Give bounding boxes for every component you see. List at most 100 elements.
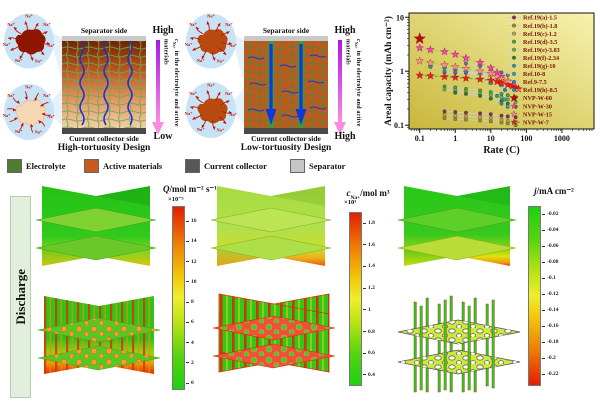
- svg-text:Na⁺: Na⁺: [185, 111, 193, 116]
- current-density-colorbar-ticks: -0.02 -0.04 -0.06 -0.08 -0.1 -0.12 -0.14 -0.16-…: [542, 206, 572, 384]
- flux-high-tortuosity-3d: [35, 186, 157, 266]
- flux-colorbar-ticks: 16 14 12 10 8 6 4 2 0: [186, 206, 216, 388]
- inset-particle-releasing-ions: Na⁺ Na⁺ Na⁺ Na⁺ Na⁺ Na⁺ Na⁺: [3, 13, 55, 69]
- svg-text:100: 100: [520, 134, 532, 143]
- svg-text:Na⁺: Na⁺: [3, 113, 11, 118]
- svg-text:Na⁺: Na⁺: [229, 43, 237, 48]
- inset-particle-absorbing-ions: Na⁺ Na⁺ Na⁺ Na⁺ Na⁺ Na⁺ Na⁺: [3, 84, 55, 140]
- svg-text:NVP-W-15: NVP-W-15: [523, 111, 552, 118]
- concentration-low-tortuosity-3d: [212, 293, 336, 373]
- svg-text:1: 1: [400, 67, 404, 76]
- low-tortuosity-electrode: [244, 36, 328, 134]
- svg-text:1000: 1000: [554, 134, 570, 143]
- svg-text:Ref.10-8: Ref.10-8: [523, 71, 545, 78]
- legend-current-collector: Current collector: [185, 159, 267, 173]
- svg-text:Ref.19(b)-1.8: Ref.19(b)-1.8: [523, 23, 557, 30]
- svg-text:Ref.19(g)-10: Ref.19(g)-10: [523, 63, 555, 70]
- svg-text:Na⁺: Na⁺: [225, 91, 233, 96]
- svg-text:NVP-W-30: NVP-W-30: [523, 103, 552, 110]
- svg-text:Na⁺: Na⁺: [43, 22, 51, 27]
- low-gradient-bottom-label: High: [334, 131, 356, 142]
- high-collector-label: Current collector side: [69, 134, 139, 143]
- svg-text:Na⁺: Na⁺: [225, 22, 233, 27]
- svg-text:Na⁺: Na⁺: [189, 91, 197, 96]
- svg-text:Na⁺: Na⁺: [7, 93, 15, 98]
- svg-text:Na⁺: Na⁺: [229, 112, 237, 117]
- flux-colorbar: [172, 206, 185, 390]
- svg-text:Na⁺: Na⁺: [207, 82, 215, 87]
- high-separator-label: Separator side: [80, 26, 128, 35]
- flux-colorbar-scale: ×10⁻⁵: [168, 196, 184, 203]
- inset-particle-releasing-ions: Na⁺ Na⁺ Na⁺ Na⁺ Na⁺ Na⁺ Na⁺: [185, 13, 237, 69]
- svg-text:0.1: 0.1: [415, 134, 425, 143]
- svg-text:Na⁺: Na⁺: [197, 127, 205, 132]
- concentration-colorbar: [349, 212, 362, 386]
- svg-text:Na⁺: Na⁺: [43, 93, 51, 98]
- svg-text:Na⁺: Na⁺: [197, 58, 205, 63]
- concentration-colorbar-ticks: 1.8 1.6 1.4 1.2 1 0.8 0.6 0.4: [363, 212, 393, 384]
- svg-text:Na⁺: Na⁺: [35, 130, 43, 135]
- low-gradient-annotation: cNa+ in the electrolyte and active mater…: [344, 39, 361, 127]
- electrolyte-swatch: [7, 159, 22, 173]
- high-gradient-bottom-label: Low: [153, 131, 173, 142]
- svg-text:Na⁺: Na⁺: [15, 129, 23, 134]
- concentration-gradient-arrow: [152, 40, 164, 135]
- legend-electrolyte: Electrolyte: [7, 159, 66, 173]
- svg-text:Na⁺: Na⁺: [3, 42, 11, 47]
- svg-text:Areal capacity (mAh cm⁻²): Areal capacity (mAh cm⁻²): [383, 16, 394, 126]
- svg-text:Na⁺: Na⁺: [25, 13, 33, 18]
- svg-text:Na⁺: Na⁺: [7, 22, 15, 27]
- concentration-colorbar-title: cNa+/mol m³: [346, 188, 390, 201]
- high-tortuosity-electrode: [62, 36, 146, 134]
- svg-text:Na⁺: Na⁺: [25, 84, 33, 89]
- high-gradient-top-label: High: [152, 25, 174, 36]
- inset-particle-releasing-ions: Na⁺ Na⁺ Na⁺ Na⁺ Na⁺ Na⁺ Na⁺: [185, 82, 237, 138]
- legend-separator: Separator: [290, 159, 345, 173]
- discharge-bar: Discharge: [10, 196, 31, 398]
- concentration-colorbar-scale: ×10³: [344, 199, 357, 206]
- svg-text:Na⁺: Na⁺: [35, 59, 43, 64]
- current-density-colorbar: [528, 206, 541, 386]
- svg-text:Ref.19(e)-3.83: Ref.19(e)-3.83: [523, 47, 560, 54]
- low-collector-label: Current collector side: [251, 134, 321, 143]
- flux-low-tortuosity-3d: [37, 296, 161, 374]
- discharge-label: Discharge: [12, 269, 28, 325]
- low-gradient-top-label: High: [334, 25, 356, 36]
- svg-text:10: 10: [487, 134, 495, 143]
- current-collector-swatch: [185, 159, 200, 173]
- svg-text:Ref.19(a)-1.5: Ref.19(a)-1.5: [523, 15, 557, 22]
- svg-text:Na⁺: Na⁺: [185, 42, 193, 47]
- low-tortuosity-title: Low-tortuosity Design: [240, 143, 332, 153]
- svg-text:Ref.19(c)-1.2: Ref.19(c)-1.2: [523, 31, 557, 38]
- svg-text:Na⁺: Na⁺: [189, 22, 197, 27]
- svg-text:NVP-W-7: NVP-W-7: [523, 119, 549, 126]
- low-separator-label: Separator side: [262, 26, 310, 35]
- current-density-colorbar-title: j/mA cm⁻²: [534, 186, 574, 196]
- current-density-low-tortuosity-3d: [397, 295, 521, 393]
- svg-text:Na⁺: Na⁺: [47, 114, 55, 119]
- high-gradient-annotation: cNa+ in the electrolyte and active mater…: [162, 39, 179, 127]
- svg-text:Ref.19(f)-2.34: Ref.19(f)-2.34: [523, 55, 559, 62]
- svg-text:Ref.19(h)-8.5: Ref.19(h)-8.5: [523, 87, 557, 94]
- concentration-gradient-arrow: [334, 40, 346, 135]
- current-density-high-tortuosity-3d: [397, 186, 517, 266]
- legend-active-materials: Active materials: [84, 159, 162, 173]
- separator-swatch: [290, 159, 305, 173]
- svg-text:Na⁺: Na⁺: [207, 13, 215, 18]
- svg-text:NVP-W-60: NVP-W-60: [523, 95, 552, 102]
- areal-capacity-vs-rate-chart: 0.1 1 10 100 1000 0.1 1 10 Rate (C) Areal capacit…: [383, 12, 595, 156]
- flux-colorbar-title: Q/mol m⁻² s⁻¹: [163, 184, 217, 194]
- svg-text:Rate (C): Rate (C): [483, 145, 519, 156]
- high-tortuosity-title: High-tortuosity Design: [57, 143, 151, 153]
- svg-text:Ref.9-7.5: Ref.9-7.5: [523, 79, 547, 86]
- svg-text:Na⁺: Na⁺: [217, 59, 225, 64]
- svg-text:Na⁺: Na⁺: [47, 43, 55, 48]
- svg-text:Na⁺: Na⁺: [15, 58, 23, 63]
- svg-text:10: 10: [396, 13, 404, 22]
- active-materials-swatch: [84, 159, 99, 173]
- svg-text:0.1: 0.1: [394, 121, 404, 130]
- svg-text:Na⁺: Na⁺: [217, 128, 225, 133]
- concentration-high-tortuosity-3d: [210, 186, 332, 266]
- svg-text:Ref.19(d)-3.5: Ref.19(d)-3.5: [523, 39, 557, 46]
